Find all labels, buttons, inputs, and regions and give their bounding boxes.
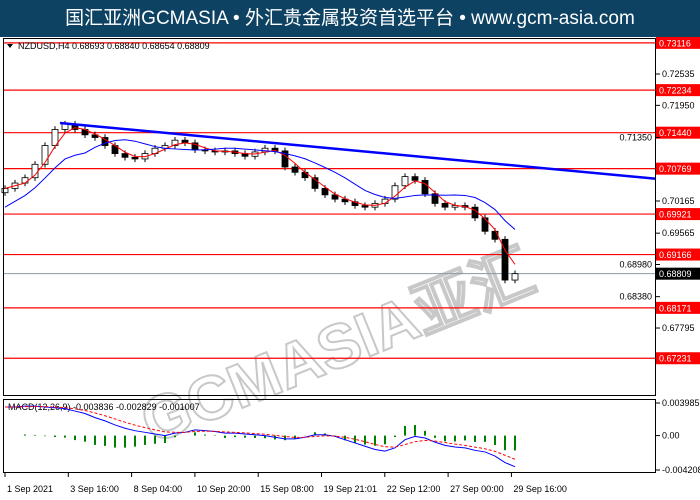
level-price-badge [656,352,700,365]
moving-average-slow [4,139,516,230]
level-price-label: 0.71440 [659,128,692,138]
candle [41,145,49,165]
x-tick-label: 29 Sep 16:00 [513,484,567,494]
candle [361,205,369,208]
x-tick-label: 27 Sep 00:00 [450,484,504,494]
y-tick-label: 0.71350 [619,133,652,143]
candle [501,238,509,281]
candle [411,176,419,181]
x-tick-label: 19 Sep 21:01 [324,484,378,494]
level-price-badge [656,301,700,314]
candle [291,166,299,173]
level-price-badge [656,37,700,49]
candle [391,185,399,200]
y-tick-label: 0.70165 [662,196,695,206]
level-price-label: 0.67231 [659,354,692,364]
level-price-label: 0.70769 [659,164,692,174]
moving-average-fast [4,127,516,265]
x-tick-label: 10 Sep 20:00 [197,484,251,494]
macd-y-tick-label: -0.004208 [662,465,700,475]
level-price-badge [656,126,700,139]
candle [401,176,409,187]
collapse-triangle-icon[interactable] [7,44,13,48]
symbol-header: NZDUSD,H4 0.68693 0.68840 0.68654 0.6880… [18,41,210,51]
x-tick-label: 8 Sep 04:00 [134,484,183,494]
x-tick-label: 15 Sep 08:00 [260,484,314,494]
candle [431,193,439,204]
candle [491,230,499,240]
level-price-label: 0.69166 [659,250,692,260]
level-price-badge [656,208,700,221]
level-price-label: 0.72234 [659,86,692,96]
candle [1,188,9,194]
y-tick-label: 0.67795 [662,323,695,333]
macd-panel-border [3,399,656,473]
candle [311,177,319,189]
candle [121,153,129,158]
candle [441,203,449,208]
macd-signal-line [5,405,516,460]
candle [31,163,39,179]
level-price-badge [656,248,700,261]
y-tick-label: 0.71950 [662,100,695,110]
y-tick-label: 0.72535 [662,69,695,79]
price-chart[interactable]: GCMASIA亚汇 0.73116 0.72234 0.71440 0.70769 0.… [0,37,700,500]
level-price-badge [656,84,700,97]
y-tick-label: 0.68380 [619,292,652,302]
y-tick-label: 0.68980 [619,260,652,270]
candle [421,179,429,195]
level-price-label: 0.69921 [659,210,692,220]
macd-y-tick-label: 0.003985 [662,398,700,408]
candle [281,150,289,168]
x-tick-label: 1 Sep 2021 [7,484,53,494]
candle [131,156,139,160]
candle [171,139,179,146]
current-price-badge [656,267,700,280]
candle [511,273,519,281]
trendline[interactable] [59,121,657,181]
banner: 国汇亚洲GCMASIA • 外汇贵金属投资首选平台 • www.gcm-asia… [0,0,700,37]
macd-label: MACD(12,26,9) -0.003836 -0.002829 -0.001… [8,402,200,412]
x-tick-label: 3 Sep 16:00 [70,484,119,494]
candle [301,171,309,179]
macd-y-tick-label: 0.00 [662,431,680,441]
current-price-label: 0.68809 [659,269,692,279]
level-price-label: 0.68171 [659,303,692,313]
candle [331,194,339,200]
candle [321,188,329,196]
price-panel-border [3,38,656,396]
candle [51,129,59,146]
candle [481,217,489,232]
y-tick-label: 0.69565 [662,228,695,238]
level-price-label: 0.73116 [659,38,691,48]
candle [91,134,99,138]
x-tick-label: 22 Sep 12:00 [387,484,441,494]
watermark: GCMASIA亚汇 [132,237,544,457]
candle [21,177,29,184]
level-price-badge [656,162,700,175]
candle [341,198,349,203]
macd-main-line [5,405,516,468]
